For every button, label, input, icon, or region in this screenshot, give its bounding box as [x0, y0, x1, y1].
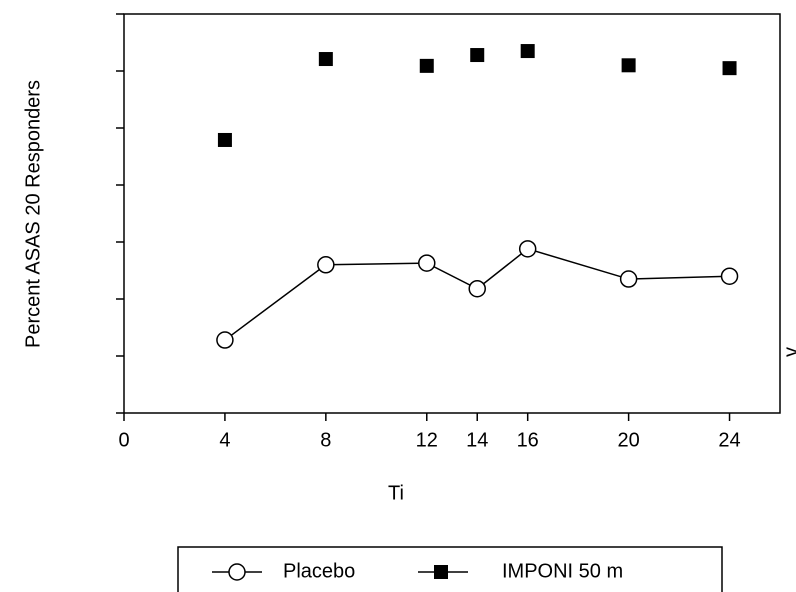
x-tick-label: 14: [466, 429, 488, 451]
point: [720, 267, 739, 285]
legend-label: Placebo: [283, 560, 355, 582]
point: [418, 254, 436, 272]
x-tick-label: 16: [517, 429, 539, 451]
point: [419, 58, 434, 73]
point: [318, 52, 333, 67]
legend-box: [177, 546, 723, 592]
point: [468, 279, 486, 298]
x-tick-label: 8: [320, 429, 331, 451]
legend-marker: [228, 563, 246, 581]
point: [722, 61, 737, 76]
point: [518, 240, 537, 258]
legend-marker: [434, 565, 448, 579]
legend-label: IMPONI 50 m: [502, 560, 623, 582]
x-axis-label: Ti: [388, 482, 404, 504]
x-tick-label: 24: [718, 429, 740, 451]
x-tick-label: 4: [219, 429, 230, 451]
point: [621, 58, 636, 73]
point: [470, 48, 485, 63]
point: [216, 331, 234, 349]
plot-frame: [123, 13, 781, 414]
x-tick-label: 0: [118, 429, 129, 451]
x-tick-label: 12: [416, 429, 438, 451]
right-label: v: [780, 347, 796, 357]
point: [520, 44, 535, 59]
point: [217, 132, 232, 147]
y-axis-label: Percent ASAS 20 Responders: [22, 80, 44, 348]
point: [619, 270, 638, 288]
x-tick-label: 20: [617, 429, 639, 451]
point: [317, 256, 335, 274]
